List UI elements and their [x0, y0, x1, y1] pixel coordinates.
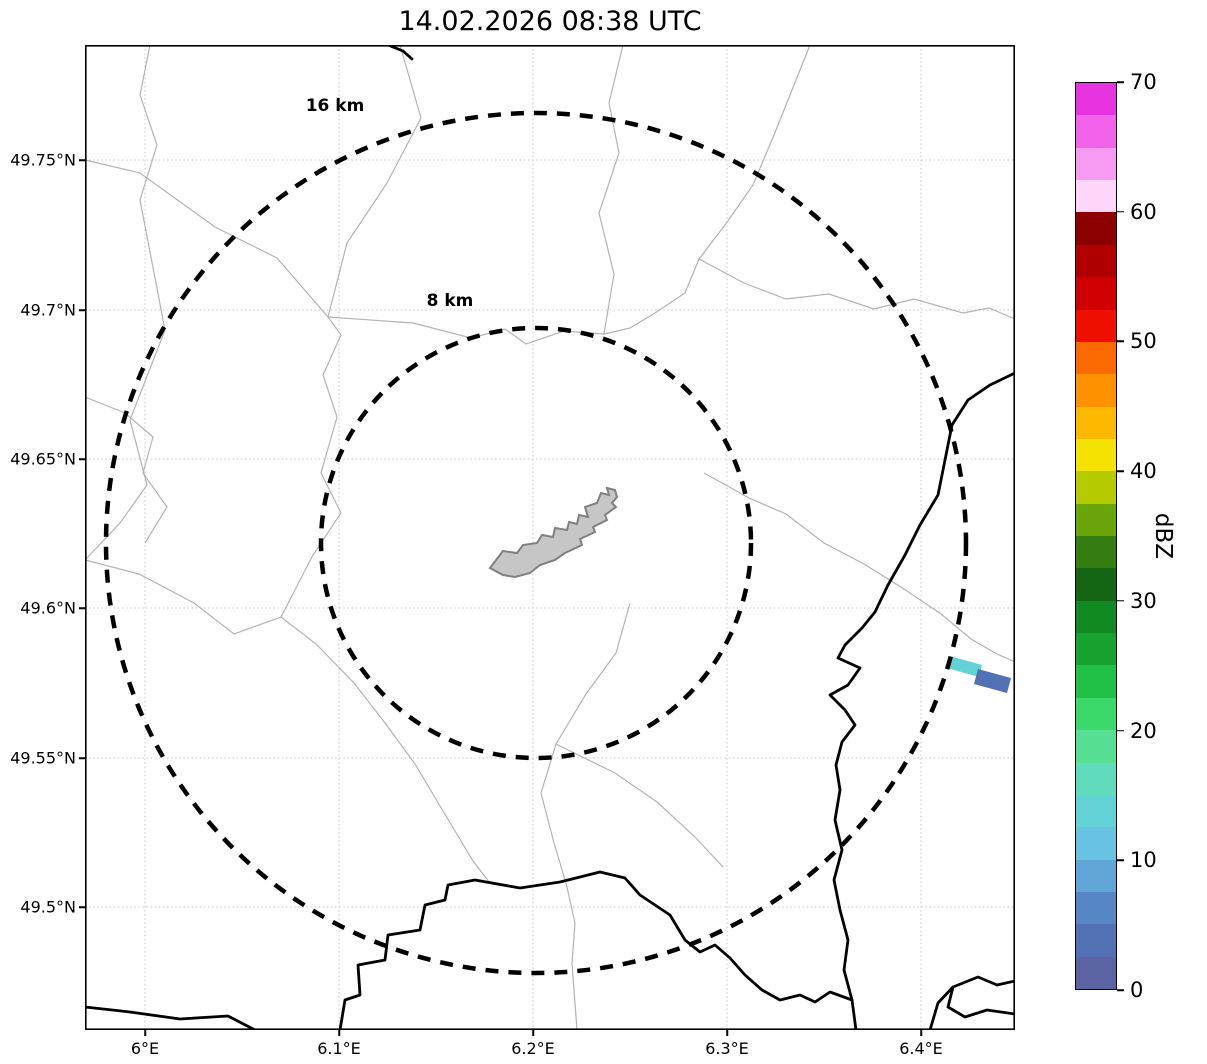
colorbar-tick-mark [1117, 729, 1124, 732]
colorbar-band [1076, 438, 1116, 472]
y-axis-tick-mark [79, 309, 85, 311]
colorbar-band [1076, 471, 1116, 504]
colorbar-band [1076, 665, 1116, 698]
x-axis-tick-label: 6°E [130, 1039, 160, 1058]
range-ring-label-16km: 16 km [306, 96, 365, 116]
colorbar-band [1076, 309, 1116, 342]
x-axis-tick-label: 6.2°E [511, 1039, 555, 1058]
plot-frame [85, 45, 1015, 1030]
colorbar-tick-mark [1117, 600, 1124, 602]
x-axis-tick-mark [338, 1030, 340, 1036]
colorbar-band [1076, 697, 1116, 731]
x-axis-tick-mark [532, 1030, 534, 1036]
admin-borders [85, 45, 1015, 1030]
colorbar-band [1076, 83, 1116, 116]
y-axis-tick-mark [79, 906, 85, 908]
y-axis-tick-label: 49.55°N [10, 748, 76, 768]
y-axis-tick-mark [79, 607, 85, 609]
range-ring-8km [318, 325, 754, 761]
colorbar-band [1076, 730, 1116, 763]
x-axis-tick-label: 6.3°E [705, 1039, 749, 1058]
colorbar-band [1076, 212, 1116, 245]
colorbar-tick-label: 40 [1130, 459, 1157, 484]
colorbar-label: dBZ [1150, 512, 1176, 560]
colorbar-tick-label: 0 [1130, 978, 1144, 1002]
colorbar-band [1076, 859, 1116, 892]
x-axis-tick-label: 6.4°E [899, 1039, 943, 1058]
radar-echo-bin [947, 656, 982, 677]
y-axis-tick-mark [79, 159, 85, 161]
airport-outline [488, 486, 619, 579]
colorbar-tick-mark [1117, 989, 1124, 991]
colorbar-band [1076, 762, 1116, 795]
y-axis-tick-label: 49.7°N [20, 300, 76, 320]
map-plot: 16 km 8 km [85, 45, 1015, 1030]
x-axis-tick-label: 6.1°E [317, 1039, 361, 1058]
y-axis-tick-mark [79, 458, 85, 460]
x-axis: 6°E 6.1°E 6.2°E 6.3°E 6.4°E [85, 1030, 1015, 1064]
y-axis-tick-label: 49.65°N [10, 449, 76, 469]
map-svg: 16 km 8 km [85, 45, 1015, 1030]
y-axis-tick-label: 49.5°N [20, 897, 76, 917]
colorbar-band [1076, 374, 1116, 407]
colorbar-band [1076, 503, 1116, 537]
colorbar: 70 60 50 40 30 20 10 0 dBZ [1075, 70, 1176, 1002]
colorbar-band [1076, 406, 1116, 439]
range-ring-label-8km: 8 km [427, 291, 474, 311]
colorbar-tick-mark [1117, 470, 1124, 472]
colorbar-band [1076, 794, 1116, 828]
colorbar-bands [1075, 82, 1117, 990]
colorbar-band [1076, 827, 1116, 860]
radar-echoes [947, 656, 1011, 693]
colorbar-band [1076, 568, 1116, 601]
y-axis-tick-label: 49.6°N [20, 598, 76, 618]
colorbar-band [1076, 180, 1116, 213]
colorbar-tick-mark [1117, 859, 1124, 862]
colorbar-band [1076, 956, 1116, 990]
colorbar-tick-label: 30 [1130, 588, 1157, 613]
colorbar-band [1076, 633, 1116, 666]
colorbar-tick-label: 70 [1130, 70, 1157, 94]
colorbar-band [1076, 536, 1116, 569]
colorbar-tick-mark [1117, 210, 1124, 213]
colorbar-tick-label: 50 [1130, 329, 1157, 354]
colorbar-band [1076, 341, 1116, 375]
x-axis-tick-mark [726, 1030, 728, 1036]
range-ring-16km [103, 110, 969, 976]
y-axis-tick-mark [79, 757, 85, 759]
colorbar-tick-label: 60 [1130, 199, 1157, 224]
colorbar-band [1076, 277, 1116, 310]
colorbar-band [1076, 891, 1116, 925]
colorbar-band [1076, 115, 1116, 148]
y-axis: 49.75°N 49.7°N 49.65°N 49.6°N 49.55°N 49.5°N [0, 45, 85, 1030]
country-borders [85, 45, 1015, 1030]
colorbar-tick-mark [1117, 340, 1124, 343]
colorbar-tick-label: 10 [1130, 848, 1157, 873]
colorbar-band [1076, 147, 1116, 181]
colorbar-band [1076, 244, 1116, 278]
x-axis-tick-mark [144, 1030, 146, 1036]
colorbar-band [1076, 600, 1116, 634]
x-axis-tick-mark [920, 1030, 922, 1036]
colorbar-tick-mark [1117, 81, 1124, 83]
plot-title: 14.02.2026 08:38 UTC [398, 6, 702, 37]
colorbar-tick-label: 20 [1130, 718, 1157, 743]
grid-layer [85, 45, 1015, 1030]
colorbar-band [1076, 924, 1116, 957]
y-axis-tick-label: 49.75°N [10, 150, 76, 170]
radar-echo-bin [974, 669, 1011, 693]
